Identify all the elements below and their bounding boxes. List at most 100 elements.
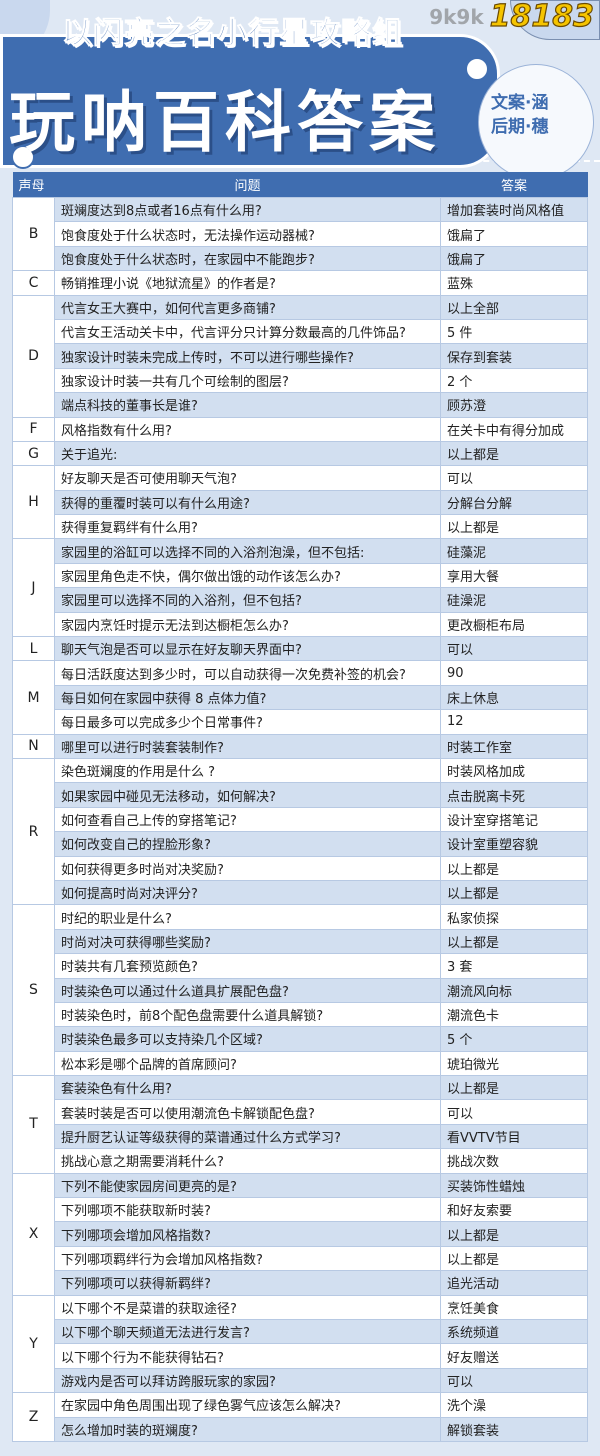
answer-cell: 床上休息: [440, 684, 588, 711]
answer-cell: 可以: [440, 465, 588, 491]
initial-letter: N: [12, 733, 55, 759]
table-row: L 聊天气泡是否可以显示在好友聊天界面中? 可以: [12, 636, 588, 662]
table-row: J 家园里的浴缸可以选择不同的入浴剂泡澡，但不包括: 硅藻泥: [12, 538, 588, 638]
answer-cell: 点击脱离卡死: [440, 782, 588, 808]
question-cell: 时装染色最多可以支持染几个区域?: [54, 1026, 441, 1052]
answer-cell: 硅澡泥: [440, 587, 588, 613]
table-row: 下列哪项可以获得新羁绊? 追光活动: [13, 1270, 588, 1296]
question-cell: 饱食度处于什么状态时，无法操作运动器械?: [54, 221, 441, 247]
table-row: 时装染色可以通过什么道具扩展配色盘? 潮流风向标: [13, 977, 588, 1003]
question-cell: 风格指数有什么用?: [54, 416, 441, 442]
question-cell: 套装时装是否可以使用潮流色卡解锁配色盘?: [54, 1099, 441, 1125]
table-row: 以下哪个行为不能获得钻石? 好友赠送: [13, 1343, 588, 1369]
question-cell: 独家设计时装一共有几个可绘制的图层?: [54, 367, 441, 394]
question-cell: 代言女王活动关卡中，代言评分只计算分数最高的几件饰品?: [54, 318, 441, 345]
answer-cell: 以上都是: [440, 879, 588, 906]
answer-cell: 2 个: [440, 367, 588, 394]
initial-letter: L: [12, 636, 55, 662]
column-header-question: 问题: [54, 172, 441, 198]
answer-cell: 12: [440, 709, 588, 735]
column-header-initial: 声母: [12, 172, 55, 198]
answer-cell: 系统频道: [440, 1318, 588, 1345]
question-cell: 家园里的浴缸可以选择不同的入浴剂泡澡，但不包括:: [54, 538, 441, 564]
answer-cell: 潮流风向标: [440, 977, 588, 1003]
answer-cell: 追光活动: [440, 1270, 588, 1296]
question-cell: 斑斓度达到8点或者16点有什么用?: [54, 196, 441, 223]
answer-cell: 3 套: [440, 953, 588, 979]
credit-writer: 文案·涵: [491, 93, 549, 113]
question-cell: 如何提高时尚对决评分?: [54, 879, 441, 906]
table-row: 如何改变自己的捏脸形象? 设计室重塑容貌: [13, 831, 588, 857]
answer-cell: 以上都是: [440, 928, 588, 955]
question-cell: 时装共有几套预览颜色?: [54, 953, 441, 979]
table-row: 代言女王活动关卡中，代言评分只计算分数最高的几件饰品? 5 件: [13, 318, 588, 345]
question-cell: 饱食度处于什么状态时，在家园中不能跑步?: [54, 245, 441, 272]
answer-cell: 设计室穿搭笔记: [440, 806, 588, 833]
table-row: 下列哪项不能获取新时装? 和好友索要: [13, 1197, 588, 1223]
answer-cell: 烹饪美食: [440, 1294, 588, 1320]
question-cell: 获得的重覆时装可以有什么用途?: [54, 489, 441, 516]
answer-cell: 潮流色卡: [440, 1001, 588, 1028]
answer-cell: 5 件: [440, 318, 588, 345]
initial-letter: B: [12, 196, 55, 272]
initial-letter: R: [12, 757, 55, 906]
initial-letter: J: [12, 538, 55, 638]
table-row: 饱食度处于什么状态时，在家园中不能跑步? 饿扁了: [13, 245, 588, 272]
initial-letter: Z: [12, 1392, 55, 1442]
table-row: 家园里角色走不快，偶尔做出饿的动作该怎么办? 享用大餐: [13, 562, 588, 589]
initial-letter: Y: [12, 1294, 55, 1394]
table-row: 独家设计时装未完成上传时，不可以进行哪些操作? 保存到套装: [13, 343, 588, 369]
question-cell: 家园内烹饪时提示无法到达橱柜怎么办?: [54, 611, 441, 638]
question-cell: 时纪的职业是什么?: [54, 904, 441, 930]
question-cell: 如何查看自己上传的穿搭笔记?: [54, 806, 441, 833]
question-cell: 以下哪个聊天频道无法进行发言?: [54, 1318, 441, 1345]
question-cell: 松本彩是哪个品牌的首席顾问?: [54, 1050, 441, 1077]
answer-cell: 享用大餐: [440, 562, 588, 589]
table-row: 时装共有几套预览颜色? 3 套: [13, 953, 588, 979]
answer-cell: 买装饰性蜡烛: [440, 1172, 588, 1199]
table-row: R 染色斑斓度的作用是什么 ? 时装风格加成: [12, 757, 588, 906]
table-row: 每日最多可以完成多少个日常事件? 12: [13, 709, 588, 735]
question-cell: 每日如何在家园中获得 8 点体力值?: [54, 684, 441, 711]
table-row: 如何查看自己上传的穿搭笔记? 设计室穿搭笔记: [13, 806, 588, 833]
page-title: 玩呐百科答案: [9, 84, 441, 161]
table-row: 如何提高时尚对决评分? 以上都是: [13, 879, 588, 906]
answer-cell: 更改橱柜布局: [440, 611, 588, 638]
question-cell: 以下哪个行为不能获得钻石?: [54, 1343, 441, 1369]
table-row: 提升厨艺认证等级获得的菜谱通过什么方式学习? 看VVTV节目: [13, 1123, 588, 1150]
table-row: 家园内烹饪时提示无法到达橱柜怎么办? 更改橱柜布局: [13, 611, 588, 638]
table-row: 下列哪项羁绊行为会增加风格指数? 以上都是: [13, 1245, 588, 1272]
question-cell: 端点科技的董事长是谁?: [54, 392, 441, 418]
answer-cell: 饿扁了: [440, 221, 588, 247]
initial-letter: H: [12, 465, 55, 540]
answer-cell: 时装风格加成: [440, 757, 588, 784]
answer-cell: 顾苏澄: [440, 392, 588, 418]
question-cell: 关于追光:: [54, 440, 441, 467]
question-cell: 畅销推理小说《地狱流星》的作者是?: [54, 270, 441, 296]
question-cell: 套装染色有什么用?: [54, 1075, 441, 1101]
question-cell: 以下哪个不是菜谱的获取途径?: [54, 1294, 441, 1320]
table-row: 下列哪项会增加风格指数? 以上都是: [13, 1221, 588, 1247]
question-cell: 家园里可以选择不同的入浴剂，但不包括?: [54, 587, 441, 613]
table-row: 如果家园中碰见无法移动，如何解决? 点击脱离卡死: [13, 782, 588, 808]
table-row: S 时纪的职业是什么? 私家侦探: [12, 904, 588, 1077]
table-row: 时装染色最多可以支持染几个区域? 5 个: [13, 1026, 588, 1052]
table-row: 饱食度处于什么状态时，无法操作运动器械? 饿扁了: [13, 221, 588, 247]
answer-cell: 以上都是: [440, 1245, 588, 1272]
table-row: 时装染色时，前8个配色盘需要什么道具解锁? 潮流色卡: [13, 1001, 588, 1028]
title-banner: 玩呐百科答案: [0, 34, 500, 169]
question-cell: 家园里角色走不快，偶尔做出饿的动作该怎么办?: [54, 562, 441, 589]
answer-cell: 私家侦探: [440, 904, 588, 930]
table-row: 套装时装是否可以使用潮流色卡解锁配色盘? 可以: [13, 1099, 588, 1125]
table-row: 挑战心意之期需要消耗什么? 挑战次数: [13, 1148, 588, 1174]
decor-dot: [465, 57, 489, 81]
initial-letter: F: [12, 416, 55, 442]
table-row: 时尚对决可获得哪些奖励? 以上都是: [13, 928, 588, 955]
table-row: D 代言女王大赛中，如何代言更多商铺? 以上全部: [12, 294, 588, 418]
question-cell: 时尚对决可获得哪些奖励?: [54, 928, 441, 955]
watermark-faint: 9k9k: [429, 5, 484, 29]
initial-letter: S: [12, 904, 55, 1077]
credit-editor: 后期·穗: [491, 117, 549, 137]
table-row: 以下哪个聊天频道无法进行发言? 系统频道: [13, 1318, 588, 1345]
answer-cell: 看VVTV节目: [440, 1123, 588, 1150]
